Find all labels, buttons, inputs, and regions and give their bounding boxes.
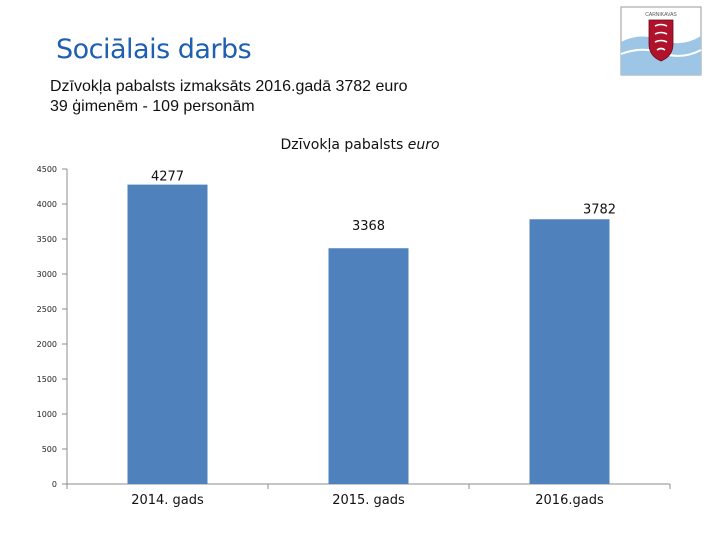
summary-line-1: Dzīvokļa pabalsts izmaksāts 2016.gadā 37… [50, 78, 408, 95]
x-category-label: 2015. gads [332, 493, 405, 508]
y-tick-label: 4000 [37, 200, 57, 209]
summary-line-2: 39 ģimenēm - 109 personām [50, 98, 255, 115]
y-tick-label: 3000 [37, 270, 57, 279]
chart-title: Dzīvokļa pabalsts euro [0, 136, 720, 154]
data-label: 3782 [583, 202, 616, 217]
y-tick-label: 0 [52, 480, 57, 489]
y-tick-label: 500 [42, 445, 57, 454]
chart-bars [127, 184, 610, 485]
data-label: 3368 [352, 219, 385, 234]
x-category-label: 2016.gads [535, 493, 604, 508]
chart-title-unit: euro [407, 137, 440, 153]
data-label: 4277 [151, 170, 184, 185]
chart-title-text: Dzīvokļa pabalsts [280, 137, 404, 153]
coat-of-arms-logo: CARNIKAVAS [620, 6, 702, 76]
x-category-label: 2014. gads [131, 493, 204, 508]
y-tick-label: 4500 [37, 165, 57, 174]
chart-labels: 4277 2014. gads 3368 2015. gads 3782 2016.gad… [131, 170, 616, 508]
page-title: Sociālais darbs [56, 34, 252, 65]
y-tick-label: 3500 [37, 235, 57, 244]
y-tick-label: 2500 [37, 305, 57, 314]
y-tick-label: 1500 [37, 375, 57, 384]
bar-2016 [529, 219, 610, 484]
summary-text: Dzīvokļa pabalsts izmaksāts 2016.gadā 37… [50, 77, 408, 117]
y-tick-label: 1000 [37, 410, 57, 419]
y-tick-label: 2000 [37, 340, 57, 349]
bar-2014 [127, 184, 208, 485]
bar-2015 [328, 248, 409, 484]
logo-caption: CARNIKAVAS [645, 12, 677, 18]
